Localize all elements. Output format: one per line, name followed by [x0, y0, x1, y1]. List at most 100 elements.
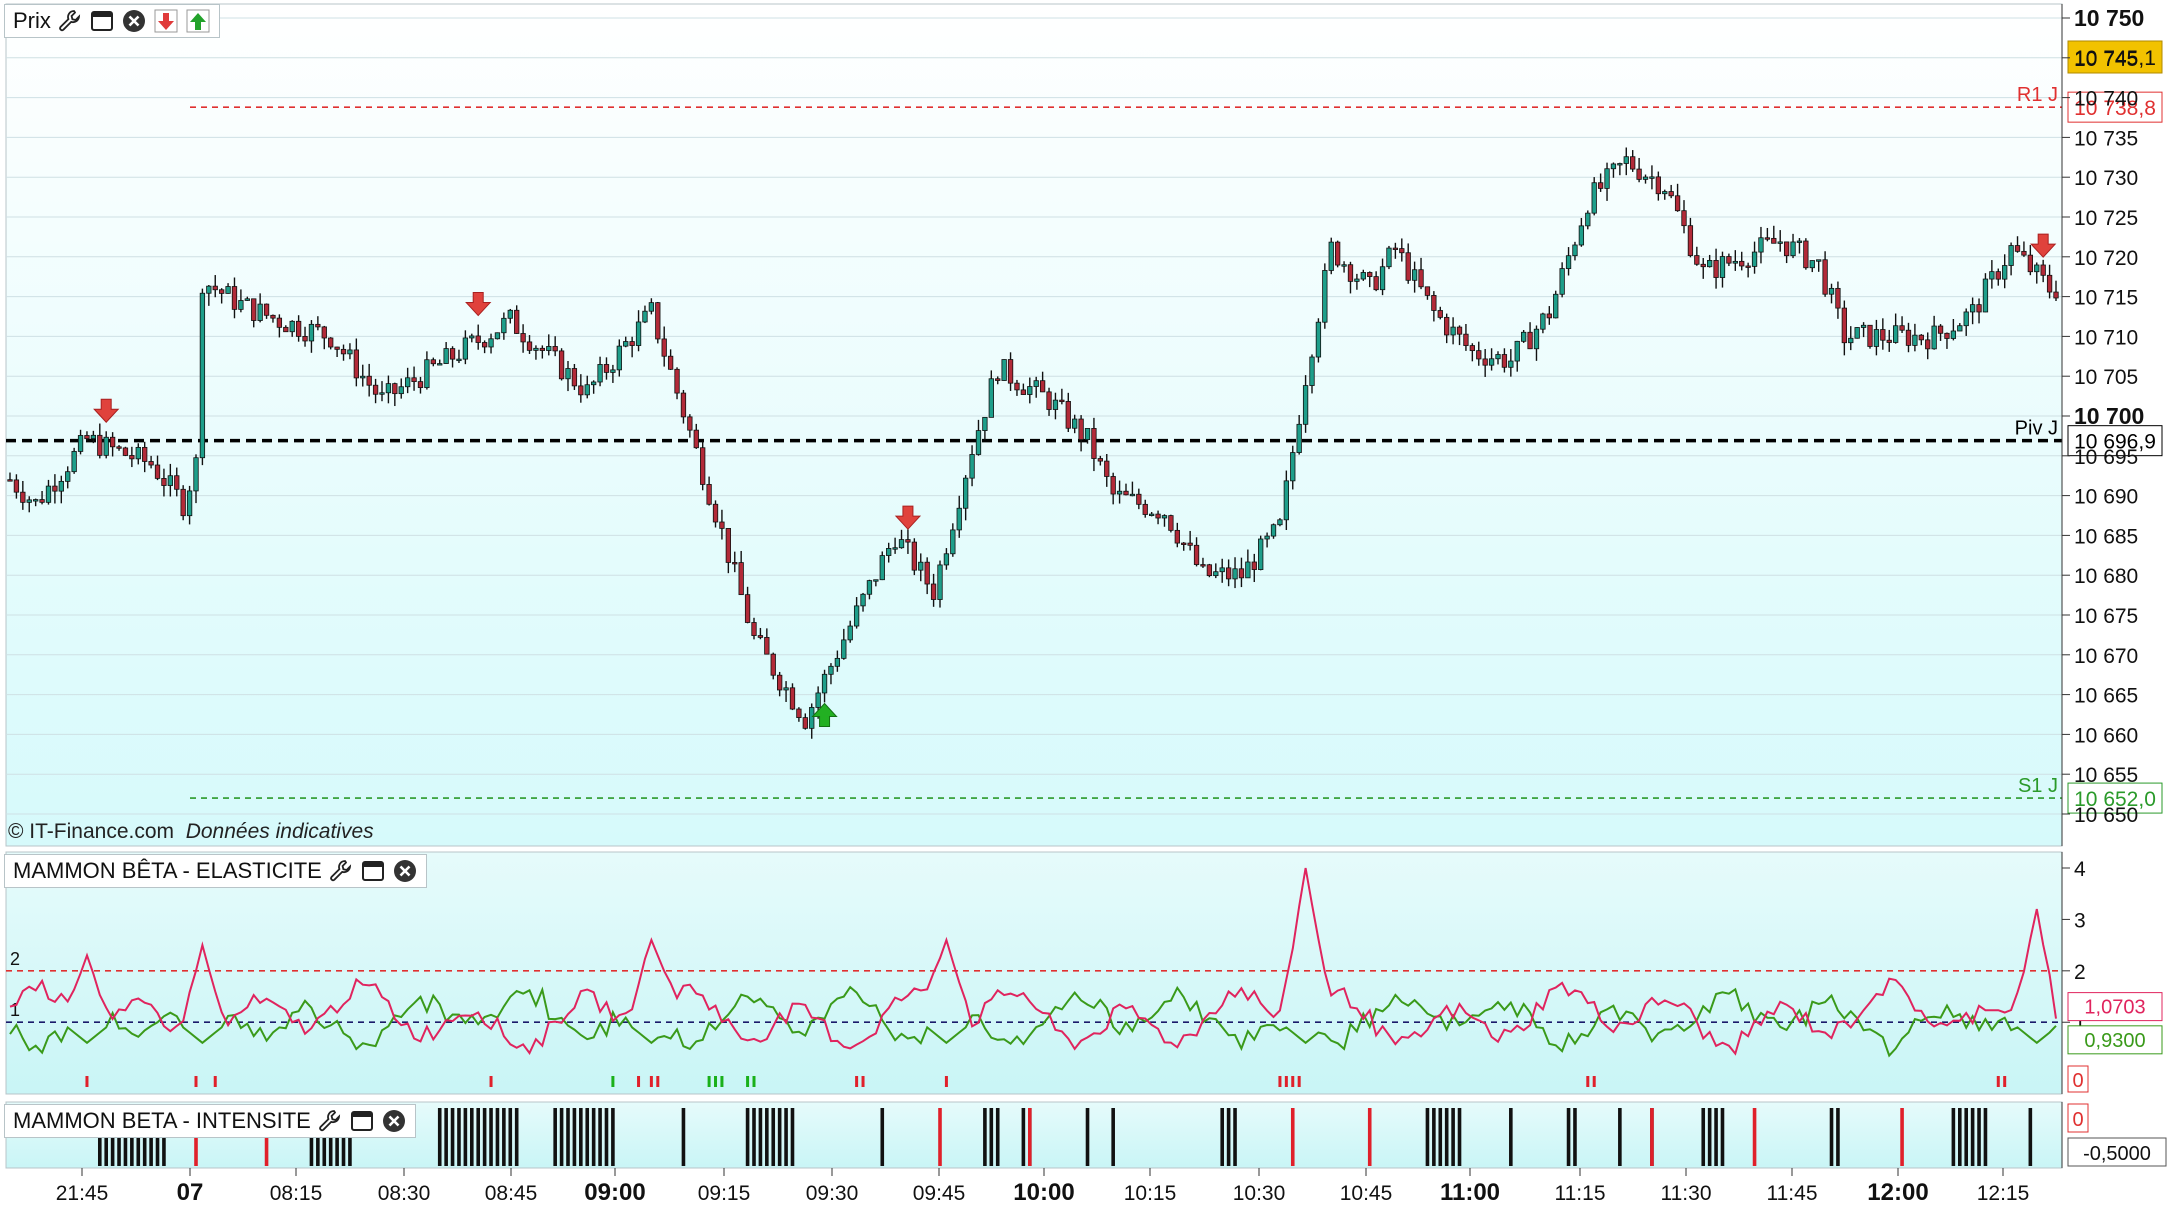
candles	[7, 147, 2059, 739]
candle-body	[20, 491, 26, 503]
candle-body	[860, 593, 866, 607]
current-price-box	[2067, 40, 2163, 74]
candle-body	[392, 383, 398, 395]
close-icon[interactable]	[381, 1108, 407, 1134]
intensity-black-bar	[585, 1108, 590, 1166]
candle-body	[1059, 399, 1065, 403]
candle-body	[475, 335, 481, 343]
time-label: 12:00	[1867, 1179, 1928, 1206]
candle-body	[2002, 265, 2008, 280]
candle-body	[193, 457, 199, 492]
intensity-panel-header: MAMMON BETA - INTENSITE	[4, 1104, 416, 1138]
candle-body	[1469, 345, 1475, 352]
intensity-black-bar	[502, 1108, 506, 1166]
elasticity-zero-box	[2067, 1065, 2089, 1093]
candle-body	[520, 333, 526, 343]
close-icon[interactable]	[121, 8, 147, 34]
elasticity-red-line	[9, 867, 2057, 1056]
candle-body	[2053, 291, 2059, 299]
candle-body	[1367, 272, 1373, 278]
intensity-black-bar	[604, 1108, 609, 1166]
candle-body	[1649, 176, 1655, 179]
candle-body	[1335, 241, 1341, 266]
sell-arrow-icon[interactable]	[153, 8, 179, 34]
window-icon[interactable]	[349, 1108, 375, 1134]
candle-body	[251, 298, 257, 321]
elasticity-red-marker	[649, 1076, 653, 1087]
candle-body	[366, 375, 372, 386]
intensity-black-bar	[1425, 1108, 1430, 1166]
candle-body	[1995, 271, 2001, 280]
candle-body	[347, 349, 353, 355]
candle-body	[995, 378, 1001, 381]
price-tick-label: 10 735	[2074, 127, 2138, 150]
intensity-black-bar	[1233, 1108, 1237, 1166]
candle-body	[1508, 360, 1514, 368]
candle-body	[45, 485, 52, 503]
candle-body	[751, 622, 757, 636]
elasticity-green-marker	[611, 1076, 615, 1087]
candle-body	[1476, 350, 1482, 360]
elasticity-red-marker	[944, 1076, 948, 1087]
candle-body	[263, 303, 270, 316]
time-label: 07	[177, 1179, 204, 1206]
intensity-black-bar	[1618, 1108, 1622, 1166]
price-tick-label: 10 650	[2074, 804, 2138, 827]
candle-body	[892, 547, 898, 550]
candle-body	[1123, 490, 1129, 496]
candle-body	[886, 548, 892, 556]
candle-body	[180, 488, 186, 517]
intensity-black-bar	[752, 1108, 756, 1166]
intensity-black-bar	[771, 1108, 776, 1166]
intensity-black-bar	[1451, 1108, 1455, 1166]
candle-body	[379, 392, 385, 395]
price-tick-label: 10 670	[2074, 645, 2138, 668]
candle-body	[328, 337, 334, 348]
candle-body	[744, 594, 751, 623]
price-tick-label: 10 695	[2074, 446, 2138, 469]
candle-body	[546, 346, 552, 351]
window-icon[interactable]	[360, 858, 386, 884]
time-label: 10:45	[1340, 1182, 1393, 1205]
wrench-icon[interactable]	[328, 858, 354, 884]
candle-body	[1007, 359, 1014, 384]
candle-body	[1411, 269, 1418, 281]
price-tick-label: 10 685	[2074, 525, 2138, 548]
wrench-icon[interactable]	[317, 1108, 343, 1134]
candle-body	[828, 665, 834, 675]
close-icon[interactable]	[392, 858, 418, 884]
time-label: 08:45	[485, 1182, 538, 1205]
candle-body	[963, 477, 969, 509]
elasticity-red-marker	[637, 1076, 641, 1087]
candle-body	[174, 475, 180, 490]
candle-body	[65, 471, 71, 482]
elasticity-green-line	[9, 985, 2057, 1058]
candle-body	[283, 326, 289, 333]
time-label: 09:15	[698, 1182, 751, 1205]
candle-body	[834, 657, 841, 667]
price-tick-label: 10 680	[2074, 565, 2138, 588]
candle-body	[295, 320, 302, 337]
candle-body	[1918, 334, 1924, 341]
intensity-black-bar	[745, 1108, 750, 1166]
candle-body	[469, 335, 475, 339]
buy-arrow-icon[interactable]	[185, 8, 211, 34]
level-price-label: 10 652,0	[2074, 788, 2156, 811]
wrench-icon[interactable]	[57, 8, 83, 34]
intensity-axis: 0-0,5000	[2061, 1102, 2167, 1168]
candle-body	[1072, 418, 1078, 429]
window-icon[interactable]	[89, 8, 115, 34]
candle-body	[1963, 311, 1969, 327]
candle-body	[905, 539, 911, 543]
candle-body	[1495, 354, 1501, 360]
candle-body	[655, 302, 661, 340]
intensity-black-bar	[463, 1108, 468, 1166]
candle-body	[1418, 269, 1424, 288]
intensity-black-bar	[1566, 1108, 1571, 1166]
candle-body	[969, 454, 975, 479]
intensity-panel-title: MAMMON BETA - INTENSITE	[13, 1108, 311, 1133]
disclaimer-text: Données indicatives	[185, 820, 374, 843]
intensity-black-bar	[1432, 1108, 1436, 1166]
candle-body	[898, 539, 905, 549]
